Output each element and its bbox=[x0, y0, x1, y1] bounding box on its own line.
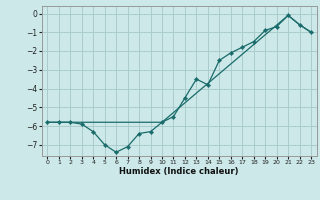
X-axis label: Humidex (Indice chaleur): Humidex (Indice chaleur) bbox=[119, 167, 239, 176]
